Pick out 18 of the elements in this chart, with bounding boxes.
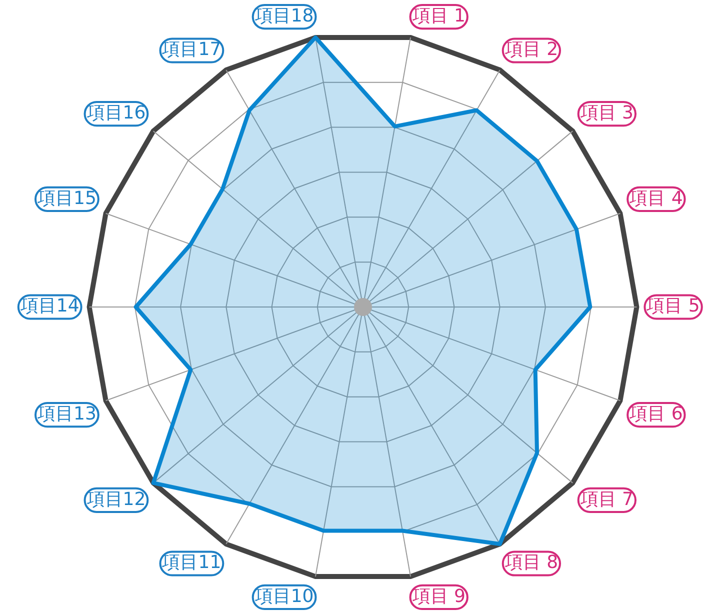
spoke-label: 項目 2	[504, 39, 558, 60]
spoke-label: 項目 8	[504, 552, 558, 574]
spoke-label: 項目17	[161, 39, 222, 60]
spoke-label: 項目 6	[628, 404, 683, 425]
spoke-label: 項目 9	[411, 586, 466, 607]
spoke-label: 項目10	[254, 586, 314, 607]
spoke-label: 項目 3	[579, 102, 634, 124]
spoke-label: 項目11	[161, 552, 222, 574]
spoke-label: 項目 4	[628, 188, 683, 209]
spoke-label: 項目 7	[579, 488, 634, 510]
spoke-label: 項目18	[254, 5, 314, 26]
spoke-label: 項目 1	[411, 5, 466, 26]
spoke-label: 項目 5	[646, 296, 700, 317]
spoke-label: 項目15	[36, 188, 96, 209]
spoke-label: 項目12	[86, 488, 146, 510]
spoke-label: 項目14	[19, 296, 80, 317]
spoke-label: 項目16	[86, 102, 146, 124]
spoke-label: 項目13	[36, 404, 96, 425]
